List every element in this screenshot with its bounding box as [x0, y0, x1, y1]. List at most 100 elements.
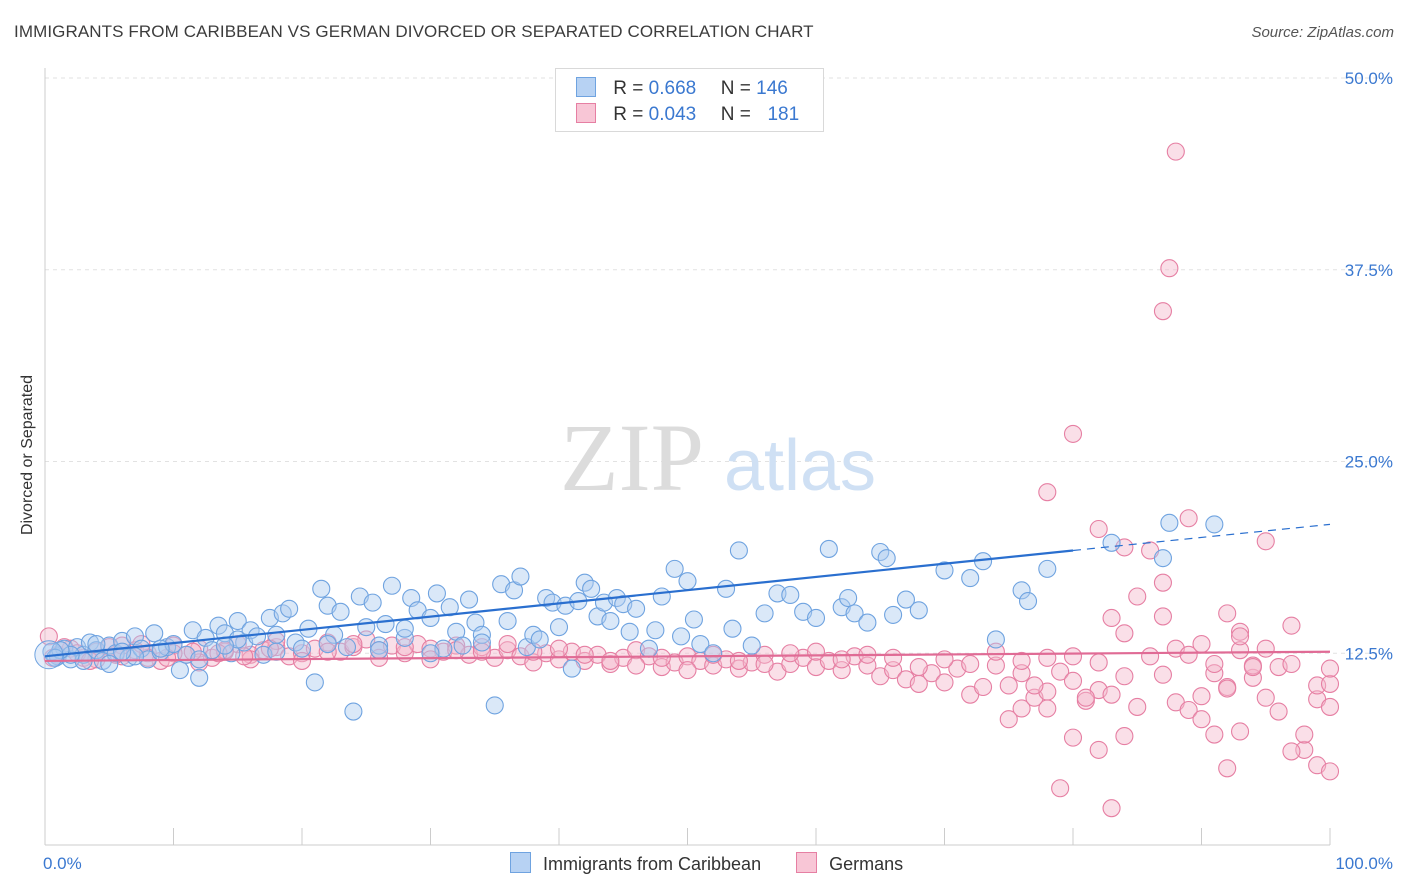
caribbean-point [1102, 533, 1121, 552]
legend-swatch-germans [576, 103, 596, 123]
germans-point [1089, 653, 1108, 672]
germans-point [1051, 779, 1070, 798]
germans-point [1256, 688, 1275, 707]
germans-point [1153, 573, 1172, 592]
germans-point [1038, 648, 1057, 667]
germans-point [832, 650, 851, 669]
germans-point [1243, 668, 1262, 687]
caribbean-point [909, 601, 928, 620]
germans-point [1320, 674, 1340, 693]
germans-point [961, 654, 980, 674]
caribbean-point [1160, 513, 1179, 532]
caribbean-point [896, 590, 916, 609]
caribbean-point [986, 630, 1005, 649]
caribbean-point [1153, 549, 1172, 568]
germans-point [884, 661, 903, 680]
caribbean-point [678, 572, 697, 591]
germans-point [1063, 424, 1083, 443]
caribbean-point [1038, 559, 1057, 578]
caribbean-point [935, 561, 954, 580]
germans-point [395, 638, 414, 657]
germans-point [1102, 685, 1121, 704]
germans-point [1256, 532, 1275, 551]
caribbean-point [170, 661, 189, 680]
germans-point [39, 627, 58, 646]
caribbean-point [132, 639, 151, 658]
y-tick-label: 37.5% [1345, 261, 1393, 280]
germans-point [986, 656, 1005, 675]
caribbean-point [87, 634, 106, 654]
germans-point [1089, 740, 1108, 759]
germans-point [1063, 728, 1083, 747]
legend-swatch-caribbean [576, 77, 596, 97]
axes [44, 68, 1331, 846]
caribbean-point [427, 584, 446, 603]
watermark-zip: ZIP [560, 404, 704, 511]
caribbean-point [877, 549, 896, 568]
germans-point [999, 710, 1018, 729]
caribbean-points [34, 513, 1224, 721]
germans-point [627, 656, 646, 675]
caribbean-point [190, 668, 209, 687]
caribbean-point [620, 622, 639, 641]
germans-point [1076, 688, 1095, 707]
caribbean-point [884, 605, 903, 624]
germans-point [1063, 647, 1083, 666]
caribbean-point [472, 633, 491, 652]
caribbean-point [267, 642, 286, 661]
caribbean-point [382, 576, 402, 595]
caribbean-point [113, 642, 132, 661]
germans-point [1205, 664, 1224, 683]
caribbean-point [453, 636, 472, 655]
caribbean-point [806, 608, 826, 628]
germans-point [601, 651, 620, 670]
caribbean-point [537, 588, 556, 608]
germans-point [1282, 742, 1301, 761]
caribbean-point [781, 585, 800, 605]
caribbean-point [312, 579, 331, 598]
germans-point [678, 661, 697, 680]
caribbean-point [46, 648, 65, 667]
caribbean-point [1018, 592, 1038, 611]
caribbean-point [292, 639, 312, 658]
y-tick-label: 12.5% [1345, 644, 1393, 663]
caribbean-point [344, 702, 363, 721]
germans-point [1128, 587, 1147, 606]
germans-point [1231, 641, 1250, 660]
germans-point [1115, 624, 1134, 643]
germans-point [1025, 676, 1044, 695]
germans-point [909, 658, 928, 677]
caribbean-point [646, 621, 665, 640]
germans-point [1282, 654, 1301, 674]
caribbean-point [601, 611, 620, 631]
legend-r-label: R = [613, 104, 644, 125]
legend-item-germans: Germans [796, 852, 903, 875]
germans-point [1153, 665, 1172, 684]
germans-point [498, 634, 517, 654]
chart-title: IMMIGRANTS FROM CARIBBEAN VS GERMAN DIVO… [14, 22, 814, 41]
germans-point [1153, 302, 1172, 321]
germans-point [973, 677, 993, 697]
germans-point [1153, 607, 1172, 626]
germans-point [1115, 667, 1134, 686]
y-tick-label: 50.0% [1345, 69, 1393, 88]
caribbean-point [723, 619, 742, 638]
germans-point [318, 642, 337, 661]
caribbean-point [1205, 515, 1224, 534]
germans-point [1012, 651, 1031, 670]
germans-point [1282, 616, 1301, 635]
legend-swatch [796, 852, 818, 873]
y-axis-label: Divorced or Separated [19, 374, 36, 536]
germans-point [1243, 658, 1262, 677]
germans-point [1160, 259, 1179, 278]
caribbean-point [691, 634, 710, 654]
watermark: ZIP atlas [560, 404, 876, 511]
caribbean-point [530, 630, 549, 649]
caribbean-point [363, 593, 382, 612]
caribbean-point [357, 618, 376, 637]
caribbean-point [524, 625, 543, 644]
germans-point [1192, 710, 1211, 729]
germans-point [1269, 702, 1288, 721]
legend-label: Immigrants from Caribbean [543, 854, 762, 874]
germans-point [1115, 727, 1134, 746]
